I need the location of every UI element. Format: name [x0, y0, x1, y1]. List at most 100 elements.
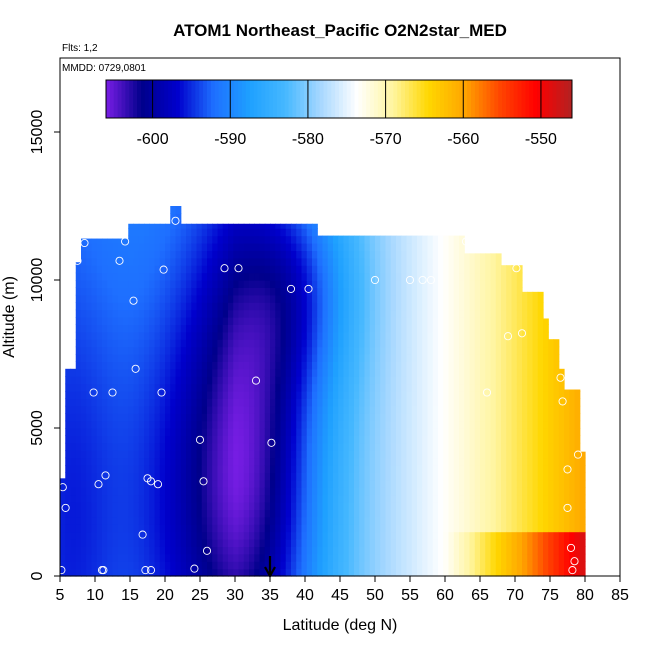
heatmap-cell — [291, 457, 297, 466]
heatmap-cell — [401, 502, 408, 510]
heatmap-cell — [117, 502, 124, 510]
heatmap-cell — [102, 265, 108, 274]
heatmap-cell — [427, 376, 434, 385]
heatmap-cell — [369, 265, 376, 274]
heatmap-cell — [511, 339, 518, 348]
heatmap-cell — [333, 272, 339, 281]
heatmap-cell — [564, 457, 570, 466]
heatmap-cell — [91, 509, 98, 518]
heatmap-cell — [338, 435, 345, 444]
heatmap-cell — [480, 339, 486, 348]
heatmap-cell — [138, 383, 145, 392]
heatmap-cell — [485, 317, 492, 325]
heatmap-cell — [553, 487, 560, 496]
heatmap-cell — [338, 479, 345, 488]
heatmap-cell — [233, 257, 240, 266]
colorbar-segment — [172, 80, 177, 118]
heatmap-cell — [207, 339, 213, 348]
heatmap-cell — [159, 442, 166, 451]
heatmap-cell — [327, 287, 334, 296]
heatmap-cell — [75, 361, 82, 370]
heatmap-cell — [306, 235, 313, 244]
heatmap-cell — [343, 243, 350, 251]
heatmap-cell — [469, 561, 476, 570]
heatmap-cell — [306, 428, 313, 436]
heatmap-cell — [369, 509, 376, 518]
heatmap-cell — [427, 524, 434, 533]
heatmap-cell — [333, 324, 339, 333]
heatmap-cell — [490, 265, 497, 274]
heatmap-cell — [212, 302, 219, 311]
heatmap-cell — [385, 516, 392, 525]
heatmap-cell — [306, 516, 313, 525]
heatmap-cell — [317, 235, 324, 244]
heatmap-cell — [222, 265, 229, 274]
heatmap-cell — [249, 553, 255, 562]
heatmap-cell — [369, 561, 376, 570]
heatmap-cell — [107, 398, 114, 407]
heatmap-cell — [144, 465, 150, 473]
heatmap-cell — [359, 309, 366, 318]
heatmap-cell — [243, 568, 250, 577]
heatmap-cell — [296, 257, 303, 266]
heatmap-cell — [170, 294, 177, 303]
heatmap-cell — [123, 450, 129, 459]
heatmap-cell — [133, 509, 140, 518]
heatmap-cell — [453, 472, 460, 481]
heatmap-cell — [422, 524, 429, 533]
heatmap-cell — [86, 539, 93, 547]
heatmap-cell — [511, 331, 518, 340]
heatmap-cell — [128, 428, 135, 436]
heatmap-cell — [254, 339, 261, 348]
heatmap-cell — [102, 398, 108, 407]
heatmap-cell — [333, 494, 339, 503]
heatmap-cell — [317, 465, 324, 473]
heatmap-cell — [553, 516, 560, 525]
heatmap-cell — [490, 339, 497, 348]
heatmap-cell — [432, 487, 439, 496]
heatmap-cell — [322, 435, 329, 444]
heatmap-cell — [375, 391, 381, 399]
heatmap-cell — [107, 294, 114, 303]
heatmap-cell — [128, 472, 135, 481]
heatmap-cell — [327, 539, 334, 547]
heatmap-cell — [516, 317, 523, 325]
heatmap-cell — [254, 235, 261, 244]
heatmap-cell — [280, 265, 287, 274]
heatmap-cell — [511, 272, 518, 281]
heatmap-cell — [170, 243, 177, 251]
heatmap-cell — [186, 516, 192, 525]
heatmap-cell — [243, 450, 250, 459]
heatmap-cell — [91, 250, 98, 259]
sample-point — [220, 264, 229, 273]
heatmap-cell — [495, 361, 502, 370]
heatmap-cell — [432, 265, 439, 274]
heatmap-cell — [291, 398, 297, 407]
heatmap-cell — [537, 472, 544, 481]
heatmap-cell — [406, 420, 413, 429]
heatmap-cell — [75, 287, 82, 296]
heatmap-cell — [201, 331, 208, 340]
heatmap-cell — [459, 339, 465, 348]
sample-point — [58, 483, 67, 492]
heatmap-cell — [249, 435, 255, 444]
heatmap-cell — [385, 472, 392, 481]
heatmap-cell — [443, 235, 450, 244]
heatmap-cell — [474, 383, 481, 392]
heatmap-cell — [191, 420, 198, 429]
heatmap-cell — [401, 243, 408, 251]
heatmap-cell — [485, 413, 492, 422]
heatmap-cell — [201, 257, 208, 266]
heatmap-cell — [112, 553, 119, 562]
heatmap-cell — [322, 502, 329, 510]
heatmap-cell — [506, 361, 513, 370]
heatmap-cell — [343, 435, 350, 444]
heatmap-cell — [385, 413, 392, 422]
heatmap-cell — [275, 494, 282, 503]
sample-point — [370, 275, 380, 285]
heatmap-cell — [207, 502, 213, 510]
heatmap-cell — [343, 339, 350, 348]
heatmap-cell — [453, 391, 460, 399]
heatmap-cell — [385, 531, 392, 540]
heatmap-cell — [285, 309, 292, 318]
